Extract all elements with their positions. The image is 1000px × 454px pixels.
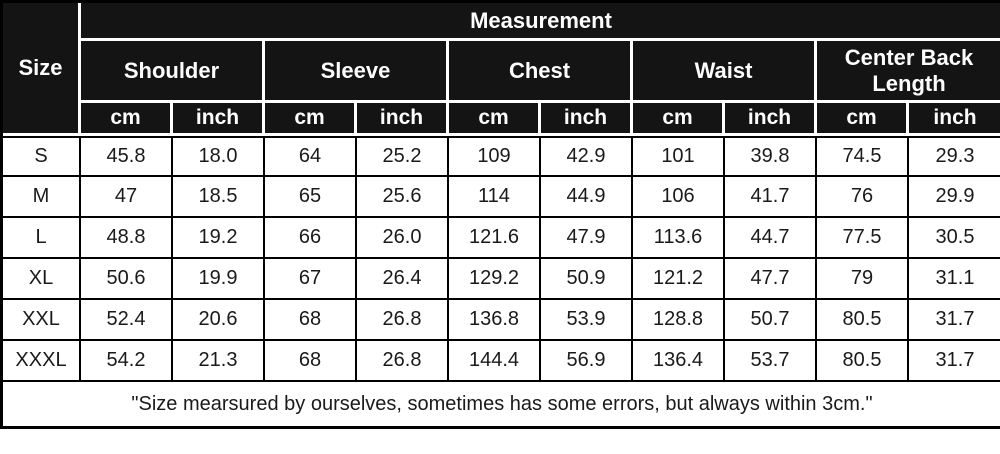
measurement-cell: 144.4 bbox=[449, 341, 541, 382]
size-label: XXXL bbox=[3, 341, 81, 382]
unit-header-inch: inch bbox=[357, 103, 449, 136]
unit-header-inch: inch bbox=[173, 103, 265, 136]
measurement-cell: 121.6 bbox=[449, 218, 541, 259]
size-label: XXL bbox=[3, 300, 81, 341]
measurement-cell: 64 bbox=[265, 136, 357, 177]
unit-header-inch: inch bbox=[725, 103, 817, 136]
category-header-chest: Chest bbox=[449, 41, 633, 103]
measurement-cell: 47.9 bbox=[541, 218, 633, 259]
measurement-cell: 77.5 bbox=[817, 218, 909, 259]
measurement-cell: 113.6 bbox=[633, 218, 725, 259]
table-row: XXXL 54.2 21.3 68 26.8 144.4 56.9 136.4 … bbox=[3, 341, 1000, 382]
measurement-cell: 136.4 bbox=[633, 341, 725, 382]
measurement-header-row: Size Measurement bbox=[3, 3, 1000, 136]
category-header-shoulder: Shoulder bbox=[81, 41, 265, 103]
measurement-cell: 129.2 bbox=[449, 259, 541, 300]
table-row: S 45.8 18.0 64 25.2 109 42.9 101 39.8 74… bbox=[3, 136, 1000, 177]
measurement-cell: 136.8 bbox=[449, 300, 541, 341]
unit-header-inch: inch bbox=[909, 103, 1000, 136]
measurement-cell: 80.5 bbox=[817, 341, 909, 382]
measurement-cell: 25.2 bbox=[357, 136, 449, 177]
category-header-row: Shoulder Sleeve Chest Waist Center Back … bbox=[3, 41, 1000, 103]
measurement-cell: 67 bbox=[265, 259, 357, 300]
measurement-cell: 53.7 bbox=[725, 341, 817, 382]
measurement-cell: 47.7 bbox=[725, 259, 817, 300]
category-header-waist: Waist bbox=[633, 41, 817, 103]
measurement-cell: 39.8 bbox=[725, 136, 817, 177]
measurement-cell: 31.1 bbox=[909, 259, 1000, 300]
category-header-sleeve: Sleeve bbox=[265, 41, 449, 103]
measurement-cell: 47 bbox=[81, 177, 173, 218]
measurement-cell: 50.9 bbox=[541, 259, 633, 300]
measurement-cell: 44.9 bbox=[541, 177, 633, 218]
size-label: L bbox=[3, 218, 81, 259]
unit-header-row: cm inch cm inch cm inch cm inch cm inch bbox=[3, 103, 1000, 136]
measurement-cell: 76 bbox=[817, 177, 909, 218]
measurement-cell: 25.6 bbox=[357, 177, 449, 218]
measurement-cell: 65 bbox=[265, 177, 357, 218]
measurement-note: "Size mearsured by ourselves, sometimes … bbox=[3, 382, 1000, 426]
measurement-cell: 29.3 bbox=[909, 136, 1000, 177]
measurement-cell: 68 bbox=[265, 300, 357, 341]
measurement-cell: 109 bbox=[449, 136, 541, 177]
size-label: XL bbox=[3, 259, 81, 300]
measurement-cell: 18.5 bbox=[173, 177, 265, 218]
size-chart-table: Size Measurement Shoulder Sleeve Chest W… bbox=[0, 0, 1000, 429]
measurement-header: Measurement bbox=[81, 3, 1000, 41]
unit-header-cm: cm bbox=[449, 103, 541, 136]
measurement-cell: 18.0 bbox=[173, 136, 265, 177]
table-row: M 47 18.5 65 25.6 114 44.9 106 41.7 76 2… bbox=[3, 177, 1000, 218]
measurement-cell: 19.9 bbox=[173, 259, 265, 300]
measurement-cell: 48.8 bbox=[81, 218, 173, 259]
measurement-cell: 41.7 bbox=[725, 177, 817, 218]
measurement-cell: 53.9 bbox=[541, 300, 633, 341]
measurement-cell: 66 bbox=[265, 218, 357, 259]
size-label: M bbox=[3, 177, 81, 218]
size-column-header: Size bbox=[3, 3, 81, 136]
unit-header-cm: cm bbox=[81, 103, 173, 136]
measurement-cell: 54.2 bbox=[81, 341, 173, 382]
measurement-cell: 20.6 bbox=[173, 300, 265, 341]
note-row: "Size mearsured by ourselves, sometimes … bbox=[3, 382, 1000, 426]
unit-header-cm: cm bbox=[633, 103, 725, 136]
measurement-cell: 74.5 bbox=[817, 136, 909, 177]
measurement-cell: 52.4 bbox=[81, 300, 173, 341]
measurement-cell: 21.3 bbox=[173, 341, 265, 382]
measurement-cell: 26.0 bbox=[357, 218, 449, 259]
measurement-cell: 26.8 bbox=[357, 341, 449, 382]
measurement-cell: 106 bbox=[633, 177, 725, 218]
category-header-center-back-length: Center Back Length bbox=[817, 41, 1000, 103]
measurement-cell: 29.9 bbox=[909, 177, 1000, 218]
measurement-cell: 42.9 bbox=[541, 136, 633, 177]
measurement-cell: 44.7 bbox=[725, 218, 817, 259]
measurement-cell: 56.9 bbox=[541, 341, 633, 382]
unit-header-cm: cm bbox=[817, 103, 909, 136]
measurement-cell: 101 bbox=[633, 136, 725, 177]
size-label: S bbox=[3, 136, 81, 177]
measurement-cell: 50.6 bbox=[81, 259, 173, 300]
table-row: L 48.8 19.2 66 26.0 121.6 47.9 113.6 44.… bbox=[3, 218, 1000, 259]
measurement-cell: 79 bbox=[817, 259, 909, 300]
table-row: XXL 52.4 20.6 68 26.8 136.8 53.9 128.8 5… bbox=[3, 300, 1000, 341]
measurement-cell: 26.4 bbox=[357, 259, 449, 300]
measurement-cell: 128.8 bbox=[633, 300, 725, 341]
measurement-cell: 114 bbox=[449, 177, 541, 218]
unit-header-inch: inch bbox=[541, 103, 633, 136]
measurement-cell: 26.8 bbox=[357, 300, 449, 341]
unit-header-cm: cm bbox=[265, 103, 357, 136]
measurement-cell: 31.7 bbox=[909, 300, 1000, 341]
table-row: XL 50.6 19.9 67 26.4 129.2 50.9 121.2 47… bbox=[3, 259, 1000, 300]
measurement-cell: 121.2 bbox=[633, 259, 725, 300]
measurement-cell: 68 bbox=[265, 341, 357, 382]
measurement-cell: 80.5 bbox=[817, 300, 909, 341]
measurement-cell: 31.7 bbox=[909, 341, 1000, 382]
measurement-cell: 45.8 bbox=[81, 136, 173, 177]
measurement-cell: 19.2 bbox=[173, 218, 265, 259]
measurement-cell: 50.7 bbox=[725, 300, 817, 341]
measurement-cell: 30.5 bbox=[909, 218, 1000, 259]
